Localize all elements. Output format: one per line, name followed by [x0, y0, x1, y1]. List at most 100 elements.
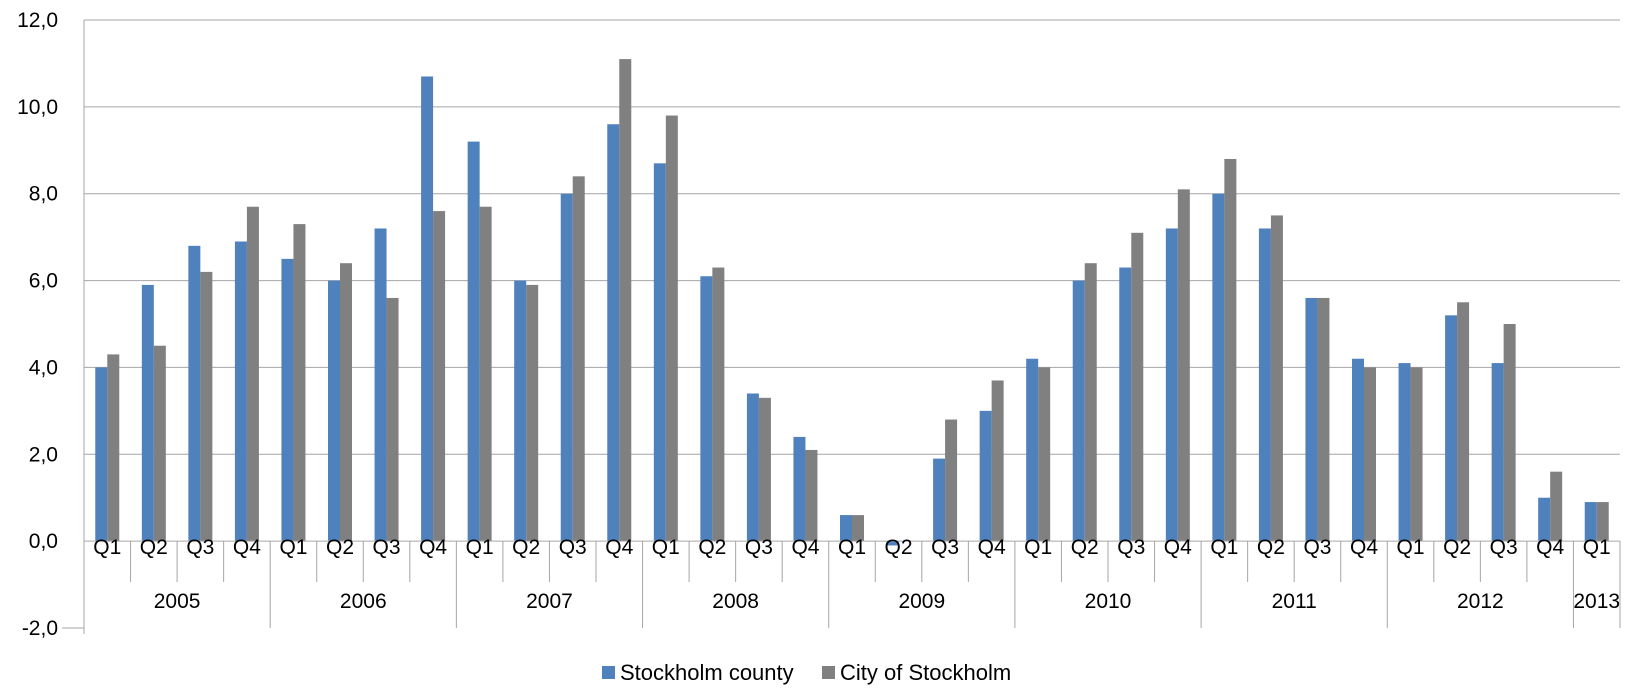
bar-stockholm-county: [421, 76, 434, 542]
x-tick-label-quarter: Q3: [373, 536, 401, 559]
bar-city-of-stockholm: [758, 397, 771, 542]
bar-city-of-stockholm: [246, 206, 259, 542]
bar-stockholm-county: [95, 367, 108, 542]
x-tick-label-year: 2009: [898, 590, 945, 613]
x-tick-label-quarter: Q2: [326, 536, 354, 559]
x-tick-label-quarter: Q1: [93, 536, 121, 559]
bar-city-of-stockholm: [1410, 367, 1423, 542]
x-axis-category-labels: Q1 Q2 Q3 Q4 Q1 Q2 Q3 Q4 Q1 Q2 Q3 Q4 Q1 Q2 Q3 Q4 Q1 Q2 Q3 Q4…: [83, 536, 1621, 628]
bar-city-of-stockholm: [1364, 367, 1376, 542]
bar-city-of-stockholm: [433, 211, 446, 542]
y-tick-label: -2,0: [22, 617, 58, 640]
bar-stockholm-county: [560, 193, 573, 542]
bars: [95, 59, 1609, 546]
bar-city-of-stockholm: [805, 449, 818, 542]
bar-city-of-stockholm: [1457, 302, 1470, 542]
x-tick-label-quarter: Q2: [698, 536, 726, 559]
x-tick-label-year: 2010: [1085, 590, 1132, 613]
bar-stockholm-county: [1026, 358, 1039, 542]
x-tick-label-quarter: Q3: [931, 536, 959, 559]
bar-city-of-stockholm: [619, 59, 632, 542]
x-tick-label-quarter: Q1: [1210, 536, 1238, 559]
bar-city-of-stockholm: [991, 380, 1004, 542]
bar-city-of-stockholm: [1596, 502, 1609, 542]
bar-stockholm-county: [281, 258, 294, 542]
x-tick-label-quarter: Q2: [1071, 536, 1099, 559]
bar-stockholm-county: [1538, 497, 1551, 542]
bar-stockholm-county: [1398, 363, 1411, 542]
x-tick-label-quarter: Q2: [512, 536, 540, 559]
x-tick-label-quarter: Q3: [1303, 536, 1331, 559]
bar-stockholm-county: [840, 515, 852, 542]
x-tick-label-quarter: Q2: [885, 536, 913, 559]
x-tick-label-quarter: Q4: [1164, 536, 1192, 559]
bar-stockholm-county: [1119, 267, 1132, 542]
bar-city-of-stockholm: [1550, 471, 1563, 542]
bar-stockholm-county: [793, 436, 806, 542]
bar-stockholm-county: [886, 541, 899, 546]
x-tick-label-quarter: Q4: [791, 536, 819, 559]
bar-city-of-stockholm: [1224, 158, 1237, 542]
bar-stockholm-county: [979, 410, 992, 542]
bar-stockholm-county: [653, 163, 666, 542]
y-tick-label: 4,0: [29, 356, 58, 379]
y-axis-tick-labels: 12,0 10,0 8,0 6,0 4,0 2,0 0,0 -2,0: [17, 9, 58, 640]
x-tick-label-quarter: Q4: [419, 536, 447, 559]
legend-label-city-of-stockholm: City of Stockholm: [840, 660, 1011, 685]
x-tick-label-quarter: Q4: [233, 536, 261, 559]
bar-stockholm-county: [1305, 297, 1318, 542]
x-tick-label-year: 2008: [712, 590, 759, 613]
x-tick-label-quarter: Q1: [466, 536, 494, 559]
x-tick-label-year: 2005: [154, 590, 201, 613]
bar-stockholm-county: [746, 393, 759, 542]
bar-stockholm-county: [514, 280, 527, 542]
x-tick-label-quarter: Q2: [1257, 536, 1285, 559]
x-tick-label-quarter: Q2: [140, 536, 168, 559]
x-tick-label-year: 2013: [1573, 590, 1620, 613]
legend-swatch-stockholm-county: [602, 666, 615, 679]
axes: [62, 20, 1620, 634]
x-tick-label-quarter: Q3: [745, 536, 773, 559]
x-tick-label-quarter: Q4: [605, 536, 633, 559]
x-tick-label-quarter: Q3: [186, 536, 214, 559]
bar-city-of-stockholm: [712, 267, 725, 542]
bar-city-of-stockholm: [1503, 324, 1516, 542]
x-tick-label-quarter: Q1: [1397, 536, 1425, 559]
bar-city-of-stockholm: [1084, 263, 1097, 542]
bar-stockholm-county: [1072, 280, 1085, 542]
bar-stockholm-county: [1212, 193, 1225, 542]
legend-label-stockholm-county: Stockholm county: [620, 660, 794, 685]
bar-city-of-stockholm: [340, 263, 352, 542]
x-tick-label-quarter: Q3: [1490, 536, 1518, 559]
legend: Stockholm county City of Stockholm: [602, 660, 1011, 685]
x-tick-label-quarter: Q1: [1583, 536, 1611, 559]
x-tick-label-quarter: Q3: [559, 536, 587, 559]
bar-stockholm-county: [1584, 502, 1597, 542]
x-tick-label-quarter: Q1: [838, 536, 866, 559]
bar-city-of-stockholm: [1317, 297, 1330, 542]
bar-stockholm-county: [1352, 358, 1364, 542]
y-tick-label: 12,0: [17, 9, 58, 32]
bar-city-of-stockholm: [386, 297, 399, 542]
bar-stockholm-county: [933, 458, 946, 542]
bar-stockholm-county: [607, 124, 620, 542]
bar-stockholm-county: [1165, 228, 1178, 542]
bar-city-of-stockholm: [153, 345, 166, 542]
x-tick-label-quarter: Q4: [1350, 536, 1378, 559]
bar-city-of-stockholm: [479, 206, 492, 542]
x-tick-label-quarter: Q1: [279, 536, 307, 559]
bar-city-of-stockholm: [107, 354, 120, 542]
bar-city-of-stockholm: [945, 419, 958, 542]
bar-stockholm-county: [1445, 315, 1458, 542]
bar-city-of-stockholm: [572, 176, 585, 542]
bar-stockholm-county: [1258, 228, 1271, 542]
bar-city-of-stockholm: [200, 271, 213, 542]
x-tick-label-quarter: Q3: [1117, 536, 1145, 559]
bar-stockholm-county: [1491, 363, 1504, 542]
bar-city-of-stockholm: [665, 115, 678, 542]
y-tick-label: 2,0: [29, 443, 58, 466]
x-tick-label-year: 2011: [1272, 590, 1317, 613]
x-tick-label-quarter: Q1: [1024, 536, 1052, 559]
x-tick-label-year: 2007: [526, 590, 573, 613]
